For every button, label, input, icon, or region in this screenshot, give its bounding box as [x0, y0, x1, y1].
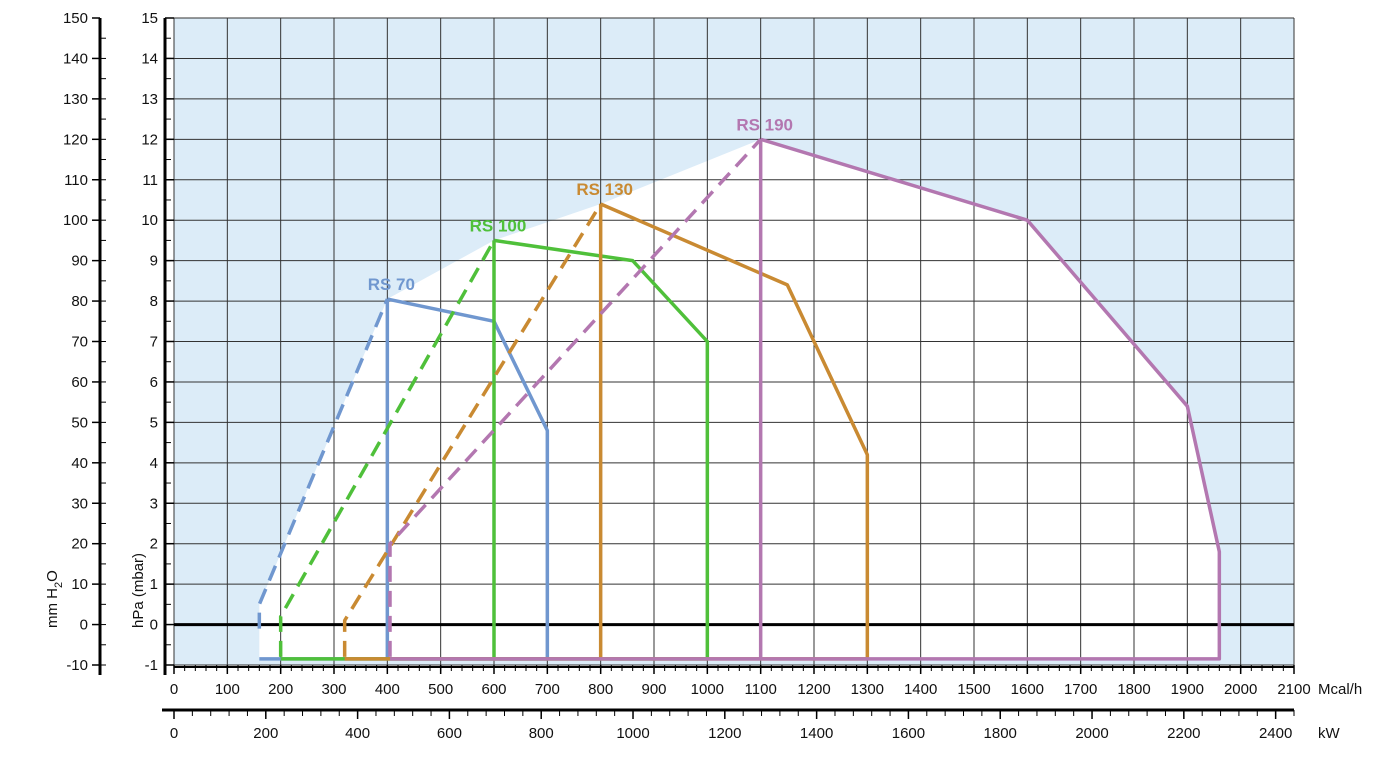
series-solid-line	[390, 137, 1222, 661]
mcal-tick-label: 1400	[904, 681, 937, 698]
hpa-tick-label: -1	[145, 657, 158, 674]
mmh2o-tick-label: 140	[63, 50, 88, 67]
mcal-tick-label: 2100	[1277, 681, 1310, 698]
mcal-unit-label: Mcal/h	[1318, 681, 1362, 698]
mmh2o-tick-label: 20	[71, 536, 88, 553]
mmh2o-tick-label: 100	[63, 212, 88, 229]
series-label: RS 130	[576, 180, 633, 199]
hpa-tick-label: 7	[150, 334, 158, 351]
series-dashed-line	[342, 203, 603, 657]
mmh2o-tick-label: 80	[71, 293, 88, 310]
mcal-tick-label: 200	[268, 681, 293, 698]
mcal-tick-label: 0	[170, 681, 178, 698]
series-label: RS 190	[736, 115, 793, 134]
hpa-tick-label: 2	[150, 536, 158, 553]
mcal-tick-label: 1000	[691, 681, 724, 698]
mcal-tick-label: 1300	[851, 681, 884, 698]
mmh2o-tick-label: 50	[71, 414, 88, 431]
kw-tick-label: 1600	[892, 725, 925, 742]
mmh2o-tick-label: 30	[71, 495, 88, 512]
mcal-tick-label: 800	[588, 681, 613, 698]
mcal-tick-label: 300	[321, 681, 346, 698]
mmh2o-tick-label: 0	[80, 617, 88, 634]
hpa-tick-label: 5	[150, 414, 158, 431]
kw-tick-label: 200	[253, 725, 278, 742]
mmh2o-tick-label: 70	[71, 334, 88, 351]
series-dashed-line	[278, 239, 496, 657]
hpa-tick-label: 6	[150, 374, 158, 391]
hpa-tick-label: 11	[142, 172, 158, 189]
series-label: RS 70	[368, 275, 415, 294]
kw-tick-label: 2400	[1259, 725, 1292, 742]
hpa-tick-label: 9	[150, 253, 158, 270]
mcal-tick-label: 1600	[1011, 681, 1044, 698]
mmh2o-tick-label: -10	[66, 657, 88, 674]
hpa-tick-label: 1	[150, 576, 158, 593]
kw-tick-label: 1200	[708, 725, 741, 742]
kw-unit-label: kW	[1318, 725, 1341, 742]
mcal-tick-label: 1100	[745, 681, 777, 698]
operating-envelope-fill	[259, 139, 1220, 659]
mmh2o-tick-label: 150	[63, 10, 88, 27]
mcal-tick-label: 900	[641, 681, 666, 698]
kw-tick-label: 400	[345, 725, 370, 742]
hpa-tick-label: 8	[150, 293, 158, 310]
mcal-tick-label: 500	[428, 681, 453, 698]
kw-tick-label: 800	[529, 725, 554, 742]
mcal-tick-label: 400	[375, 681, 400, 698]
series-group	[257, 137, 1222, 661]
hpa-tick-label: 0	[150, 617, 158, 634]
series-label: RS 100	[470, 216, 527, 235]
mcal-tick-label: 2000	[1224, 681, 1257, 698]
series-dashed-line	[257, 298, 389, 629]
kw-tick-label: 1800	[984, 725, 1017, 742]
mmh2o-tick-label: 130	[63, 91, 88, 108]
hpa-tick-label: 12	[141, 131, 158, 148]
mcal-tick-label: 1500	[957, 681, 990, 698]
kw-tick-label: 1400	[800, 725, 833, 742]
mcal-tick-label: 1200	[797, 681, 830, 698]
series-rs-190	[388, 137, 1222, 661]
mcal-tick-label: 1700	[1064, 681, 1097, 698]
kw-tick-label: 2000	[1075, 725, 1108, 742]
mmh2o-tick-label: 110	[64, 172, 88, 189]
series-dashed-line	[388, 138, 762, 657]
mcal-tick-label: 600	[481, 681, 506, 698]
hpa-tick-label: 4	[150, 455, 158, 472]
mmh2o-tick-label: 40	[71, 455, 88, 472]
hpa-tick-label: 3	[150, 495, 158, 512]
hpa-axis-title: hPa (mbar)	[130, 553, 147, 628]
mcal-tick-label: 700	[535, 681, 560, 698]
hpa-tick-label: 10	[141, 212, 158, 229]
hpa-tick-label: 14	[141, 50, 158, 67]
mcal-tick-label: 1800	[1117, 681, 1150, 698]
hpa-tick-label: 15	[141, 10, 158, 27]
mmh2o-axis-title: mm H2O	[44, 570, 65, 628]
hpa-tick-label: 13	[141, 91, 158, 108]
mmh2o-tick-label: 60	[71, 374, 88, 391]
mmh2o-tick-label: 10	[71, 576, 88, 593]
axes	[92, 17, 1295, 719]
kw-tick-label: 1000	[616, 725, 649, 742]
mmh2o-tick-label: 90	[71, 253, 88, 270]
mmh2o-tick-label: 120	[63, 131, 88, 148]
kw-tick-label: 0	[170, 725, 178, 742]
mcal-tick-label: 1900	[1171, 681, 1204, 698]
kw-tick-label: 2200	[1167, 725, 1200, 742]
kw-tick-label: 600	[437, 725, 462, 742]
mcal-tick-label: 100	[215, 681, 240, 698]
